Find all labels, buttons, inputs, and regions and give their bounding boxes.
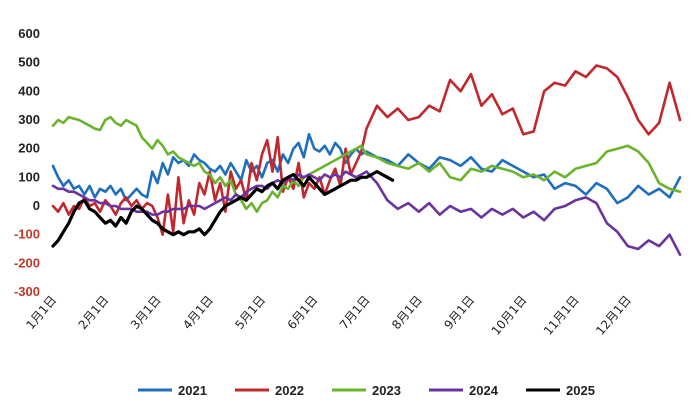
series-line-2023 bbox=[51, 115, 682, 213]
y-axis-ticks: 600 500 400 300 200 100 0 -100 -200 -300 bbox=[14, 26, 40, 299]
legend-label-2021: 2021 bbox=[178, 383, 207, 398]
legend-label-2024: 2024 bbox=[469, 383, 499, 398]
x-tick-label: 11月1日 bbox=[541, 293, 582, 338]
x-tick-label: 6月1日 bbox=[285, 293, 321, 332]
x-axis-ticks: 1月1日 2月1日 3月1日 4月1日 5月1日 6月1日 7月1日 8月1日 9月1日 10月1… bbox=[23, 293, 634, 338]
series-line-2025 bbox=[51, 170, 395, 248]
x-tick-label: 10月1日 bbox=[489, 293, 530, 338]
x-tick-label: 4月1日 bbox=[180, 293, 216, 332]
y-tick-label: -100 bbox=[14, 227, 40, 242]
y-tick-label: 200 bbox=[18, 141, 40, 156]
y-tick-label: 100 bbox=[18, 169, 40, 184]
x-tick-label: 5月1日 bbox=[232, 293, 268, 332]
y-tick-label: -200 bbox=[14, 255, 40, 270]
x-tick-label: 7月1日 bbox=[337, 293, 373, 332]
legend-label-2025: 2025 bbox=[566, 383, 595, 398]
legend: 2021 2022 2023 2024 2025 bbox=[138, 383, 595, 398]
series-line-2022 bbox=[51, 64, 682, 236]
y-tick-label: 0 bbox=[33, 198, 40, 213]
y-tick-label: 500 bbox=[18, 55, 40, 70]
y-tick-label: 600 bbox=[18, 26, 40, 41]
x-tick-label: 3月1日 bbox=[128, 293, 164, 332]
y-tick-label: -300 bbox=[14, 284, 40, 299]
x-tick-label: 9月1日 bbox=[441, 293, 477, 332]
y-tick-label: 400 bbox=[18, 83, 40, 98]
x-tick-label: 12月1日 bbox=[593, 293, 634, 338]
series-lines bbox=[51, 64, 682, 256]
legend-label-2022: 2022 bbox=[275, 383, 304, 398]
x-tick-label: 2月1日 bbox=[76, 293, 112, 332]
y-tick-label: 300 bbox=[18, 112, 40, 127]
x-tick-label: 8月1日 bbox=[389, 293, 425, 332]
legend-label-2023: 2023 bbox=[372, 383, 401, 398]
series-line-2021 bbox=[51, 133, 682, 205]
